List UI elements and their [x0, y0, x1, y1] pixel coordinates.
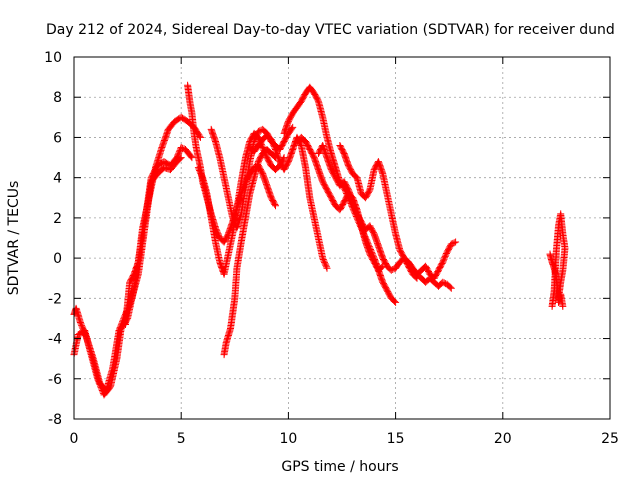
data-point-marker [82, 332, 90, 340]
data-point-marker [268, 137, 276, 145]
y-axis-label: SDTVAR / TECUs [6, 181, 22, 296]
data-point-marker [447, 284, 455, 292]
data-point-marker [319, 256, 327, 263]
series-sat-f [194, 129, 288, 278]
data-point-marker [321, 258, 328, 266]
data-point-marker [175, 148, 183, 156]
data-point-marker [197, 171, 205, 179]
data-point-marker [197, 133, 204, 141]
y-tick-label: 0 [53, 251, 62, 267]
y-tick-label: 8 [53, 90, 62, 106]
data-point-marker [446, 283, 454, 291]
series-sat-l [336, 142, 455, 292]
data-point-marker [76, 319, 84, 326]
data-point-marker [439, 257, 447, 265]
data-point-marker [289, 123, 297, 131]
series-sat-c [122, 113, 204, 328]
data-point-marker [271, 201, 279, 208]
data-point-marker [392, 298, 400, 306]
series-sat-m [405, 238, 460, 282]
data-point-marker [196, 167, 204, 174]
data-point-marker [447, 240, 455, 248]
data-point-marker [179, 144, 187, 152]
data-point-marker [81, 329, 88, 337]
data-point-marker [116, 325, 124, 333]
plot-frame [73, 56, 611, 420]
data-point-marker [387, 266, 395, 274]
x-tick-label: 20 [494, 431, 512, 447]
data-point-marker [440, 279, 448, 287]
data-point-marker [555, 294, 562, 302]
data-point-marker [441, 252, 449, 260]
data-point-marker [391, 297, 398, 305]
data-point-marker [272, 202, 279, 210]
data-point-marker [81, 330, 89, 338]
data-point-marker [323, 264, 331, 272]
data-point-marker [196, 168, 204, 176]
y-tick-label: 4 [53, 171, 62, 187]
data-point-marker [177, 154, 185, 162]
data-series [70, 81, 569, 399]
data-point-marker [188, 154, 196, 162]
data-point-marker [559, 302, 567, 310]
data-point-marker [194, 164, 202, 172]
data-point-marker [214, 230, 222, 238]
data-point-marker [82, 333, 90, 341]
data-point-marker [176, 155, 184, 163]
data-point-marker [198, 172, 206, 180]
data-point-marker [319, 254, 327, 262]
y-tick-label: 2 [53, 211, 62, 227]
x-tick-label: 10 [279, 431, 297, 447]
y-tick-label: -2 [48, 291, 62, 307]
data-point-marker [442, 251, 450, 259]
data-point-marker [254, 133, 262, 141]
data-point-marker [174, 151, 182, 159]
data-point-marker [365, 187, 373, 195]
data-point-marker [322, 261, 330, 269]
data-point-marker [259, 144, 267, 151]
series-sat-b [70, 154, 185, 395]
data-point-marker [378, 263, 386, 271]
x-tick-label: 5 [177, 431, 186, 447]
y-tick-label: -8 [48, 412, 62, 428]
y-tick-label: 6 [53, 130, 62, 146]
data-point-marker [177, 144, 185, 151]
chart-title: Day 212 of 2024, Sidereal Day-to-day VTE… [46, 22, 615, 38]
x-tick-label: 25 [601, 431, 619, 447]
axis-ticks: 0 5 10 15 20 25 -8 -6 -4 -2 0 2 4 6 8 10 [44, 50, 619, 447]
x-tick-label: 15 [387, 431, 405, 447]
data-point-marker [440, 255, 448, 263]
data-point-marker [187, 152, 195, 160]
data-point-marker [215, 231, 223, 239]
y-tick-label: -6 [48, 372, 62, 388]
data-point-marker [389, 266, 397, 273]
data-point-marker [322, 263, 330, 271]
data-point-marker [117, 322, 125, 330]
data-point-marker [450, 239, 458, 247]
data-point-marker [78, 323, 86, 331]
series-sat-o [548, 210, 569, 310]
data-point-marker [270, 141, 278, 149]
series-sat-i [280, 83, 400, 306]
data-point-marker [77, 320, 85, 328]
series-sat-j [293, 133, 387, 274]
data-point-marker [116, 324, 124, 332]
x-tick-label: 0 [70, 431, 79, 447]
data-point-marker [78, 321, 86, 329]
data-point-marker [452, 238, 460, 246]
data-point-marker [79, 324, 87, 332]
data-point-marker [269, 138, 276, 146]
grid-lines [74, 57, 610, 419]
data-point-marker [115, 327, 123, 334]
series-sat-g [220, 146, 279, 359]
data-point-marker [320, 257, 328, 265]
data-point-marker [80, 327, 88, 335]
y-tick-label: 10 [44, 50, 62, 66]
y-tick-label: -4 [48, 332, 62, 348]
x-axis-label: GPS time / hours [281, 459, 398, 475]
data-point-marker [195, 165, 203, 173]
data-point-marker [270, 143, 278, 151]
